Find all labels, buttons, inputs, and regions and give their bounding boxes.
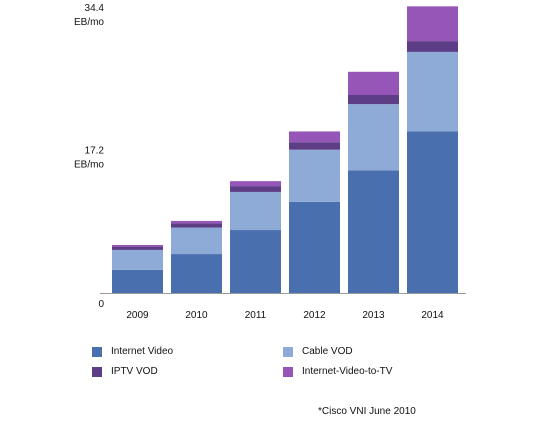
legend-item-iptv-vod: IPTV VOD xyxy=(92,366,158,377)
bar-segment-cable-vod-2012 xyxy=(289,149,340,202)
bar-segment-internet-video-2011 xyxy=(230,230,281,293)
y-tick-unit: EB/mo xyxy=(74,160,104,171)
bar-segment-iptv-vod-2010 xyxy=(171,223,222,228)
y-tick-unit: EB/mo xyxy=(74,17,104,28)
legend-swatch xyxy=(92,346,102,357)
bar-segment-cable-vod-2011 xyxy=(230,191,281,231)
legend-label: IPTV VOD xyxy=(111,366,158,377)
bar-segment-cable-vod-2010 xyxy=(171,227,222,255)
bar-segment-internet-video-2009 xyxy=(112,269,163,293)
bars-group xyxy=(112,6,458,293)
bar-segment-internet-video-2010 xyxy=(171,254,222,293)
x-tick-label-2011: 2011 xyxy=(245,310,267,321)
x-tick-label-2014: 2014 xyxy=(421,310,444,321)
y-tick-label-34-4: 34.4 xyxy=(85,3,105,14)
bar-segment-internet-video-to-tv-2009 xyxy=(112,244,163,247)
bar-segment-internet-video-2013 xyxy=(348,170,399,293)
bar-segment-iptv-vod-2012 xyxy=(289,142,340,150)
legend-label: Internet-Video-to-TV xyxy=(302,366,393,377)
bar-segment-internet-video-2014 xyxy=(407,131,458,293)
source-footnote: *Cisco VNI June 2010 xyxy=(318,406,416,417)
bar-segment-iptv-vod-2013 xyxy=(348,94,399,105)
bar-segment-internet-video-to-tv-2010 xyxy=(171,220,222,224)
legend-item-internet-video: Internet Video xyxy=(92,346,173,357)
legend-label: Cable VOD xyxy=(302,346,353,357)
bar-segment-internet-video-to-tv-2013 xyxy=(348,71,399,95)
legend-item-internet-video-to-tv: Internet-Video-to-TV xyxy=(283,366,392,377)
bar-segment-cable-vod-2013 xyxy=(348,104,399,171)
bar-segment-cable-vod-2014 xyxy=(407,51,458,132)
bar-segment-internet-video-to-tv-2011 xyxy=(230,181,281,187)
legend-swatch xyxy=(283,366,293,377)
bar-segment-iptv-vod-2011 xyxy=(230,186,281,192)
bar-segment-internet-video-2012 xyxy=(289,201,340,293)
x-tick-label-2012: 2012 xyxy=(303,310,326,321)
x-tick-label-2010: 2010 xyxy=(185,310,208,321)
y-tick-label-17-2: 17.2 xyxy=(85,146,105,157)
bar-segment-cable-vod-2009 xyxy=(112,249,163,270)
y-tick-label-0: 0 xyxy=(98,299,104,310)
x-tick-label-2009: 2009 xyxy=(126,310,149,321)
x-axis: 2009 2010 2011 2012 2013 2014 xyxy=(100,293,466,321)
legend-swatch xyxy=(92,366,102,377)
legend-item-cable-vod: Cable VOD xyxy=(283,346,353,357)
y-axis: 0 17.2 EB/mo 34.4 EB/mo xyxy=(74,3,104,310)
bar-segment-internet-video-to-tv-2012 xyxy=(289,131,340,143)
legend-label: Internet Video xyxy=(111,346,174,357)
bar-segment-internet-video-to-tv-2014 xyxy=(407,6,458,42)
legend-swatch xyxy=(283,346,293,357)
x-tick-label-2013: 2013 xyxy=(362,310,385,321)
bar-segment-iptv-vod-2009 xyxy=(112,246,163,250)
bar-segment-iptv-vod-2014 xyxy=(407,41,458,52)
